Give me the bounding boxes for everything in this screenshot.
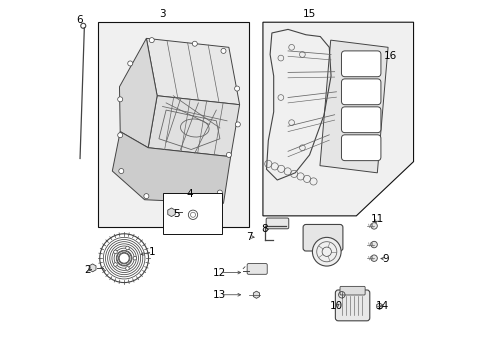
FancyBboxPatch shape: [342, 51, 381, 77]
FancyBboxPatch shape: [342, 107, 381, 133]
Circle shape: [118, 97, 122, 102]
Polygon shape: [320, 40, 388, 173]
Text: 8: 8: [261, 225, 268, 234]
Polygon shape: [120, 39, 157, 148]
Circle shape: [144, 194, 149, 199]
FancyBboxPatch shape: [340, 287, 365, 295]
FancyBboxPatch shape: [342, 79, 381, 105]
Circle shape: [167, 194, 172, 199]
Circle shape: [119, 168, 124, 174]
Text: 12: 12: [213, 267, 226, 278]
Text: 15: 15: [303, 9, 316, 19]
Circle shape: [114, 263, 117, 266]
Circle shape: [125, 246, 129, 250]
Circle shape: [114, 250, 117, 254]
Circle shape: [125, 267, 129, 270]
Circle shape: [188, 210, 197, 220]
Bar: [98, 22, 248, 226]
Text: 11: 11: [371, 214, 384, 224]
Text: 16: 16: [384, 51, 397, 61]
Circle shape: [133, 256, 137, 260]
Circle shape: [235, 86, 240, 91]
Text: 9: 9: [383, 254, 389, 264]
Circle shape: [226, 152, 231, 157]
Circle shape: [128, 61, 133, 66]
FancyBboxPatch shape: [266, 218, 289, 229]
Text: 6: 6: [77, 15, 83, 26]
Polygon shape: [263, 22, 414, 216]
Circle shape: [313, 237, 341, 266]
FancyBboxPatch shape: [247, 264, 267, 274]
Text: 13: 13: [213, 290, 226, 300]
Circle shape: [192, 41, 197, 46]
Text: 10: 10: [330, 301, 343, 311]
Text: 2: 2: [85, 265, 91, 275]
Circle shape: [218, 190, 222, 195]
Circle shape: [118, 133, 122, 138]
FancyBboxPatch shape: [335, 290, 370, 321]
Circle shape: [235, 122, 240, 127]
Text: 1: 1: [149, 247, 156, 257]
Text: 3: 3: [159, 9, 166, 19]
Circle shape: [149, 38, 154, 42]
FancyBboxPatch shape: [342, 135, 381, 161]
Text: 7: 7: [246, 232, 253, 242]
FancyBboxPatch shape: [303, 225, 343, 251]
Text: 4: 4: [186, 189, 193, 199]
Polygon shape: [112, 132, 231, 203]
Text: 14: 14: [375, 301, 389, 311]
Bar: [163, 193, 221, 234]
Circle shape: [371, 223, 377, 229]
Polygon shape: [147, 39, 240, 105]
Circle shape: [371, 241, 377, 248]
Circle shape: [221, 48, 226, 53]
Text: 5: 5: [173, 209, 180, 219]
Circle shape: [371, 255, 377, 261]
Polygon shape: [148, 96, 240, 157]
